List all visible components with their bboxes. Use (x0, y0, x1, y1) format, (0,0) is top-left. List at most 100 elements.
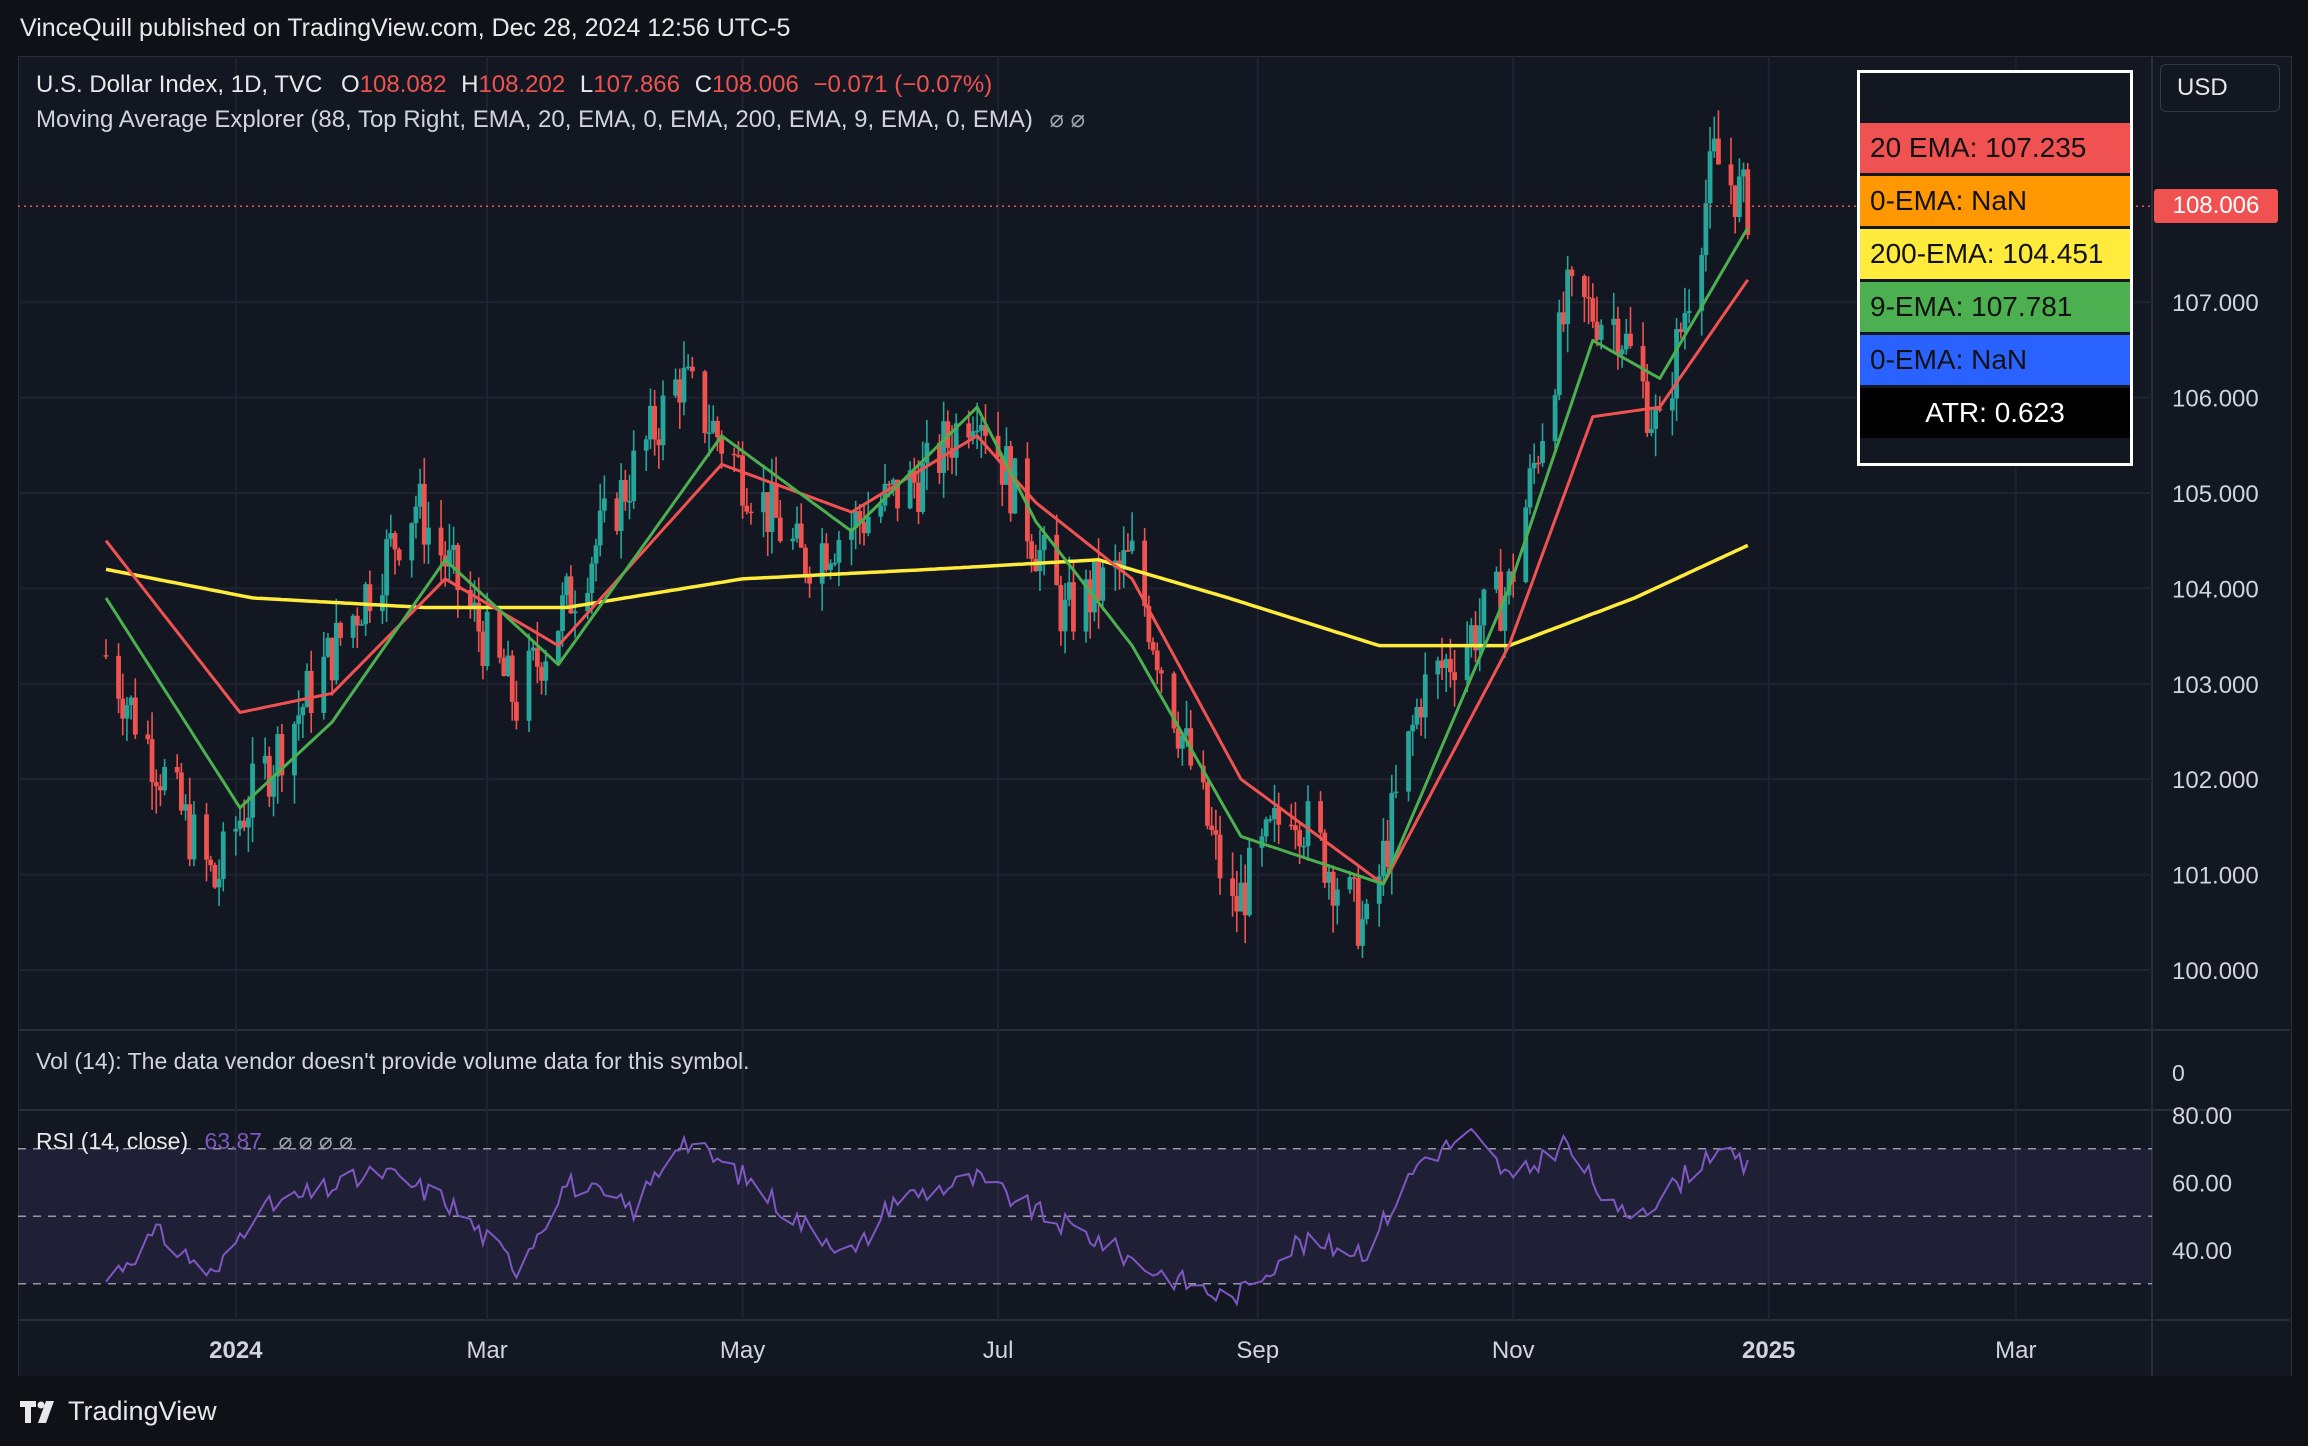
candle-body (627, 501, 632, 503)
candle (384, 529, 389, 622)
candle (1012, 457, 1018, 515)
candle-body (1213, 830, 1219, 835)
candle-body (1037, 550, 1043, 572)
candle-body (1628, 333, 1633, 347)
candle (1393, 765, 1399, 799)
currency-button[interactable]: USD (2160, 64, 2280, 112)
candle (689, 356, 695, 379)
candle (1146, 595, 1152, 650)
candle (1355, 866, 1361, 950)
candle-body (191, 814, 197, 860)
candle (1024, 442, 1030, 559)
candle (1468, 617, 1474, 658)
candle-body (924, 442, 930, 464)
candle-body (761, 492, 766, 513)
candle (1682, 287, 1688, 350)
candle-body (1619, 349, 1625, 355)
candle-body (359, 624, 364, 626)
legend-row-3: 9-EMA: 107.781 (1860, 282, 2130, 332)
candle (1716, 110, 1721, 165)
candle (514, 680, 519, 730)
candle-body (882, 483, 888, 506)
candle (1406, 730, 1411, 802)
candle-body (438, 527, 444, 556)
candle (1205, 780, 1210, 830)
candle-body (1653, 408, 1659, 430)
candle (417, 468, 423, 519)
candle-body (1288, 824, 1294, 827)
candle-body (300, 706, 306, 716)
rsi-header[interactable]: RSI (14, close) 63.87 ⌀ ⌀ ⌀ ⌀ (36, 1128, 353, 1155)
candle-body (158, 786, 163, 791)
tradingview-logo[interactable]: TradingView (20, 1396, 217, 1427)
candle (1100, 561, 1106, 611)
rsi-tick-2: 80.00 (2172, 1103, 2232, 1130)
candle-body (329, 637, 335, 681)
candle-body (702, 371, 708, 434)
candle-body (1561, 312, 1566, 325)
candle (761, 464, 766, 538)
candle-body (245, 817, 251, 828)
price-tick-2: 102.000 (2172, 767, 2259, 794)
candle-body (1699, 255, 1705, 311)
candle-body (354, 615, 360, 626)
candle (1263, 816, 1269, 843)
candle-body (530, 647, 536, 651)
candle-body (409, 523, 415, 561)
candle-body (1439, 660, 1445, 669)
candle (1736, 158, 1742, 223)
candle (325, 633, 331, 658)
candle-body (1552, 395, 1558, 442)
candle-body (777, 517, 783, 542)
candle (1171, 671, 1177, 734)
candle (706, 404, 712, 457)
candle-body (1464, 644, 1470, 681)
low-label: L (579, 71, 594, 98)
candle-body (103, 655, 109, 657)
candle-body (120, 698, 126, 719)
candle (920, 441, 926, 515)
candle-body (1083, 579, 1089, 632)
candle (1058, 575, 1064, 646)
candle (702, 369, 708, 444)
candle (505, 640, 511, 677)
candle (1083, 569, 1089, 643)
legend-row-0: 20 EMA: 107.235 (1860, 123, 2130, 173)
candle-body (539, 666, 544, 681)
candle (1347, 870, 1353, 894)
candle-body (1129, 540, 1135, 551)
candle (455, 542, 461, 618)
candle-body (798, 523, 804, 548)
candle-body (1443, 658, 1449, 669)
candle-body (895, 479, 900, 509)
candle-body (212, 865, 218, 888)
volume-header: Vol (14): The data vendor doesn't provid… (36, 1048, 750, 1075)
candle-body (1024, 458, 1030, 542)
low-value: 107.866 (593, 71, 681, 98)
indicator-header[interactable]: Moving Average Explorer (88, Top Right, … (36, 105, 1085, 134)
candle (1644, 363, 1650, 437)
candle (1037, 529, 1043, 591)
candle (501, 648, 507, 677)
candle-body (652, 405, 658, 440)
candle-body (907, 470, 913, 509)
ema9-line (104, 226, 1750, 886)
candle-body (162, 766, 168, 791)
price-tick-3: 103.000 (2172, 672, 2259, 699)
candle-body (132, 697, 138, 735)
candle (350, 613, 356, 649)
candle-body (1121, 550, 1127, 567)
candle (601, 475, 607, 523)
candle (1179, 733, 1185, 766)
candle-body (1736, 176, 1742, 217)
candle-body (178, 772, 184, 811)
candle-body (1376, 876, 1382, 904)
candle (497, 606, 503, 664)
candle (1611, 292, 1617, 353)
candle-body (1540, 441, 1545, 464)
candle-body (426, 527, 431, 545)
candle (1590, 283, 1596, 329)
candle (1376, 864, 1382, 927)
candle (308, 650, 314, 733)
